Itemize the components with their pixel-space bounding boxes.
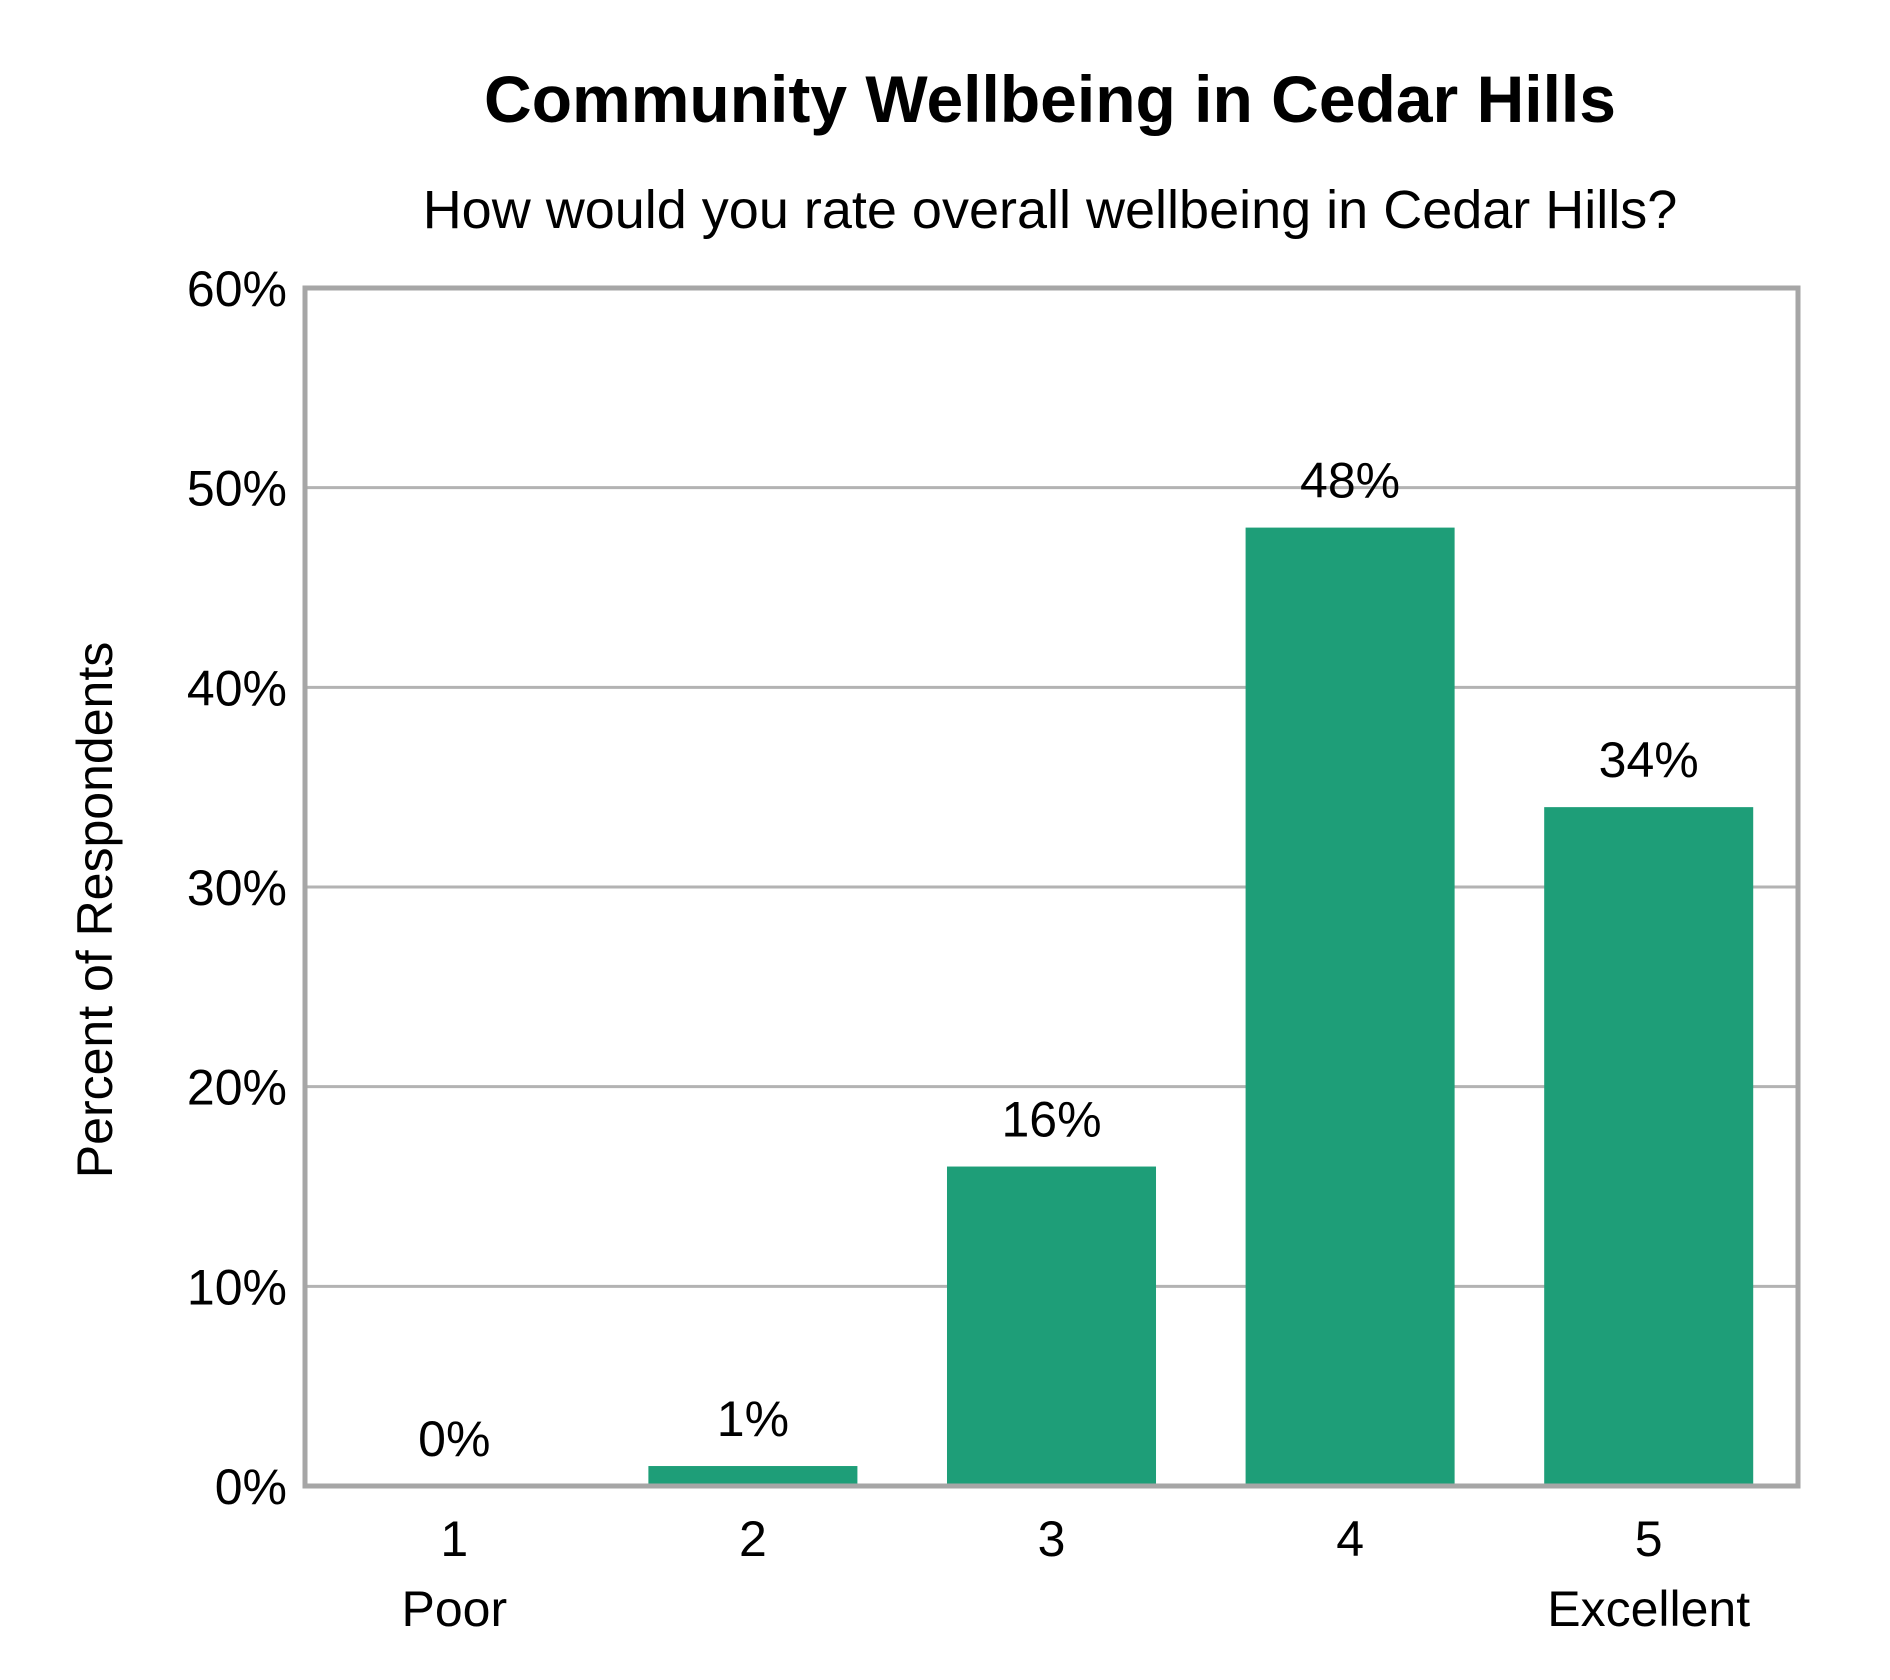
plot-area-border [302, 285, 1801, 1489]
x-tick-sublabel-5: Excellent [1547, 1581, 1750, 1637]
y-tick-label: 60% [187, 261, 287, 317]
data-label-1: 0% [418, 1411, 490, 1467]
y-tick-label: 30% [187, 860, 287, 916]
data-labels: 0% 1% 16% 48% 34% [418, 453, 1699, 1467]
y-tick-label: 10% [187, 1259, 287, 1315]
y-axis-label: Percent of Respondents [67, 642, 123, 1178]
y-tick-label: 40% [187, 660, 287, 716]
y-axis-ticks: 0% 10% 20% 30% 40% 50% 60% [187, 261, 287, 1515]
x-tick-label-3: 3 [1038, 1511, 1066, 1567]
x-tick-label-4: 4 [1336, 1511, 1364, 1567]
data-label-4: 48% [1300, 453, 1400, 509]
x-axis-categories: 1 Poor 2 3 4 5 Excellent [401, 1511, 1750, 1637]
x-tick-label-2: 2 [739, 1511, 767, 1567]
bar-3 [946, 1166, 1157, 1486]
bar-4 [1245, 527, 1455, 1486]
data-label-5: 34% [1599, 732, 1699, 788]
y-tick-label: 0% [215, 1459, 287, 1515]
bars [648, 527, 1754, 1486]
chart-subtitle: How would you rate overall wellbeing in … [423, 180, 1678, 240]
data-label-3: 16% [1001, 1092, 1101, 1148]
y-tick-label: 20% [187, 1060, 287, 1116]
x-tick-label-5: 5 [1635, 1511, 1663, 1567]
y-tick-label: 50% [187, 461, 287, 517]
x-tick-label-1: 1 [440, 1511, 468, 1567]
x-tick-sublabel-1: Poor [401, 1581, 507, 1637]
data-label-2: 1% [717, 1391, 789, 1447]
bar-5 [1544, 807, 1754, 1486]
chart-title: Community Wellbeing in Cedar Hills [484, 62, 1616, 136]
bar-2 [648, 1466, 858, 1486]
